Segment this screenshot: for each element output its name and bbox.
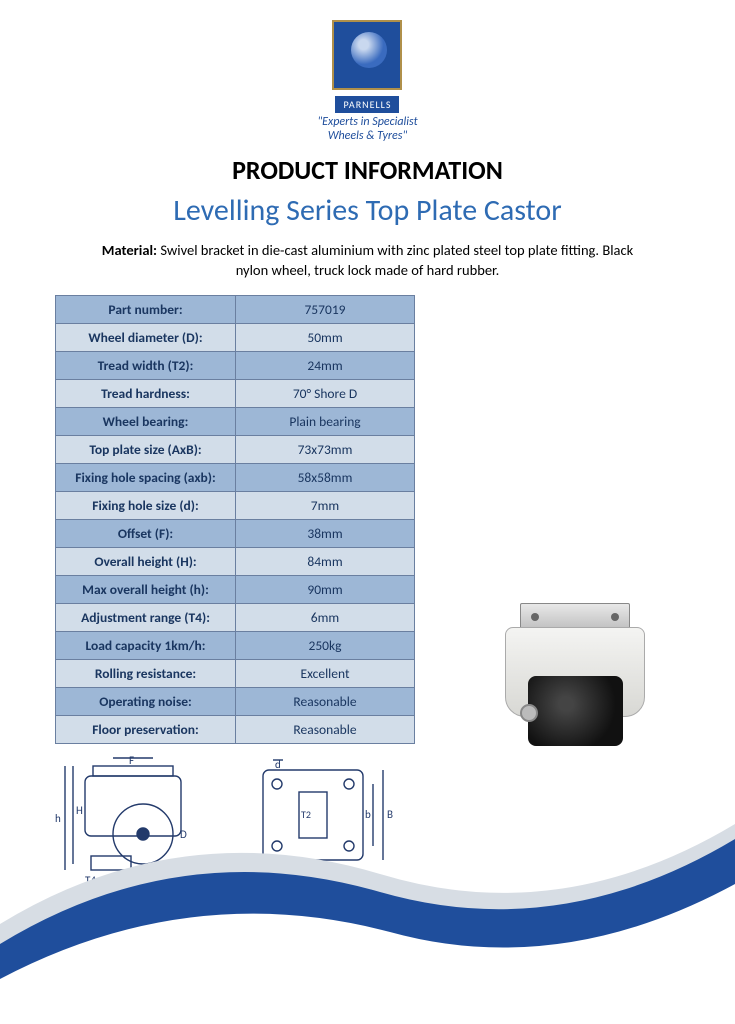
spec-label: Max overall height (h): — [56, 575, 236, 603]
spec-value: Plain bearing — [236, 407, 415, 435]
spec-label: Fixing hole size (d): — [56, 491, 236, 519]
diagram-label-D: D — [180, 828, 187, 841]
spec-label: Part number: — [56, 295, 236, 323]
spec-label: Wheel bearing: — [56, 407, 236, 435]
product-photo — [470, 545, 680, 775]
table-row: Wheel diameter (D):50mm — [56, 323, 415, 351]
table-row: Top plate size (AxB):73x73mm — [56, 435, 415, 463]
table-row: Tread hardness:70° Shore D — [56, 379, 415, 407]
table-row: Floor preservation:Reasonable — [56, 715, 415, 743]
castor-top-plate — [520, 603, 630, 629]
castor-wheel — [528, 676, 623, 746]
spec-value: 6mm — [236, 603, 415, 631]
spec-label: Tread width (T2): — [56, 351, 236, 379]
spec-label: Operating noise: — [56, 687, 236, 715]
spec-value: 757019 — [236, 295, 415, 323]
spec-value: 70° Shore D — [236, 379, 415, 407]
table-row: Max overall height (h):90mm — [56, 575, 415, 603]
spec-label: Tread hardness: — [56, 379, 236, 407]
diagram-label-F: F — [129, 756, 134, 767]
castor-body — [505, 627, 645, 717]
table-row: Adjustment range (T4):6mm — [56, 603, 415, 631]
spec-label: Rolling resistance: — [56, 659, 236, 687]
page-title: PRODUCT INFORMATION — [55, 154, 680, 186]
diagram-label-h: h — [55, 812, 61, 825]
spec-label: Fixing hole spacing (axb): — [56, 463, 236, 491]
material-description: Material: Swivel bracket in die-cast alu… — [55, 241, 680, 280]
spec-value: 58x58mm — [236, 463, 415, 491]
tagline-line2: Wheels & Tyres" — [328, 129, 407, 143]
spec-value: Excellent — [236, 659, 415, 687]
spec-value: 250kg — [236, 631, 415, 659]
spec-value: 90mm — [236, 575, 415, 603]
spec-label: Adjustment range (T4): — [56, 603, 236, 631]
brand-name: PARNELLS — [335, 96, 399, 113]
material-text: Swivel bracket in die-cast aluminium wit… — [160, 241, 633, 279]
spec-label: Wheel diameter (D): — [56, 323, 236, 351]
diagram-label-T4: T4 — [85, 874, 96, 887]
spec-table: Part number:757019Wheel diameter (D):50m… — [55, 295, 415, 744]
technical-diagrams: F h H D T4 d T2 b B a — [55, 756, 680, 891]
table-row: Fixing hole size (d):7mm — [56, 491, 415, 519]
spec-label: Top plate size (AxB): — [56, 435, 236, 463]
spec-value: 50mm — [236, 323, 415, 351]
product-title: Levelling Series Top Plate Castor — [55, 192, 680, 229]
logo-block: PARNELLS "Experts in Specialist Wheels &… — [55, 20, 680, 144]
tagline: "Experts in Specialist Wheels & Tyres" — [317, 115, 417, 144]
table-row: Part number:757019 — [56, 295, 415, 323]
spec-value: 73x73mm — [236, 435, 415, 463]
spec-value: 84mm — [236, 547, 415, 575]
table-row: Wheel bearing:Plain bearing — [56, 407, 415, 435]
table-row: Fixing hole spacing (axb):58x58mm — [56, 463, 415, 491]
diagram-label-d: d — [275, 758, 281, 771]
spec-value: Reasonable — [236, 715, 415, 743]
logo-icon — [332, 20, 402, 90]
diagram-label-B: B — [387, 808, 393, 821]
diagram-label-b: b — [365, 808, 371, 821]
spec-value: Reasonable — [236, 687, 415, 715]
table-row: Overall height (H):84mm — [56, 547, 415, 575]
diagram-label-T2: T2 — [301, 808, 311, 821]
diagram-label-A: A — [309, 880, 316, 891]
diagram-label-a: a — [309, 862, 314, 875]
material-label: Material: — [102, 241, 157, 259]
table-row: Offset (F):38mm — [56, 519, 415, 547]
table-row: Load capacity 1km/h:250kg — [56, 631, 415, 659]
table-row: Rolling resistance:Excellent — [56, 659, 415, 687]
diagram-side-view: F h H D T4 — [55, 756, 215, 891]
table-row: Tread width (T2):24mm — [56, 351, 415, 379]
table-row: Operating noise:Reasonable — [56, 687, 415, 715]
spec-label: Offset (F): — [56, 519, 236, 547]
diagram-label-H: H — [76, 804, 83, 817]
tagline-line1: "Experts in Specialist — [317, 115, 417, 129]
spec-value: 38mm — [236, 519, 415, 547]
diagram-top-view: d T2 b B a A — [243, 756, 403, 891]
spec-label: Load capacity 1km/h: — [56, 631, 236, 659]
spec-value: 7mm — [236, 491, 415, 519]
spec-label: Overall height (H): — [56, 547, 236, 575]
spec-value: 24mm — [236, 351, 415, 379]
spec-label: Floor preservation: — [56, 715, 236, 743]
